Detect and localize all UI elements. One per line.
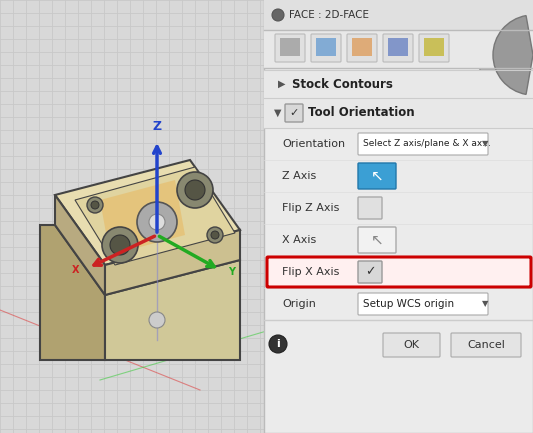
Polygon shape: [100, 180, 185, 255]
FancyBboxPatch shape: [419, 34, 449, 62]
Text: ▼: ▼: [482, 300, 489, 308]
Bar: [280, 38, 300, 56]
Circle shape: [91, 201, 99, 209]
Text: i: i: [276, 339, 280, 349]
Wedge shape: [493, 16, 533, 94]
Polygon shape: [105, 230, 240, 295]
Text: Y: Y: [229, 267, 236, 277]
Circle shape: [149, 312, 165, 328]
Text: Stock Contours: Stock Contours: [292, 78, 393, 90]
Text: ✓: ✓: [365, 265, 375, 278]
Circle shape: [185, 180, 205, 200]
FancyBboxPatch shape: [267, 257, 531, 287]
FancyBboxPatch shape: [358, 227, 396, 253]
Bar: [264, 70, 533, 98]
Text: Cancel: Cancel: [467, 340, 505, 350]
Polygon shape: [55, 160, 240, 265]
Text: Setup WCS origin: Setup WCS origin: [363, 299, 454, 309]
FancyBboxPatch shape: [358, 261, 382, 283]
Text: X: X: [72, 265, 80, 275]
Text: Tool Orientation: Tool Orientation: [308, 107, 415, 120]
FancyBboxPatch shape: [347, 34, 377, 62]
FancyBboxPatch shape: [383, 333, 440, 357]
Text: X Axis: X Axis: [282, 235, 316, 245]
Text: Select Z axis/plane & X ax...: Select Z axis/plane & X ax...: [363, 139, 491, 149]
Bar: [264, 98, 533, 128]
FancyBboxPatch shape: [451, 333, 521, 357]
Polygon shape: [105, 260, 240, 360]
Text: Z: Z: [152, 120, 161, 133]
FancyBboxPatch shape: [358, 197, 382, 219]
FancyBboxPatch shape: [358, 293, 488, 315]
FancyBboxPatch shape: [383, 34, 413, 62]
Bar: [316, 38, 336, 56]
Text: ▼: ▼: [274, 108, 281, 118]
Bar: [264, 0, 533, 30]
Circle shape: [110, 235, 130, 255]
Bar: [388, 38, 408, 56]
Circle shape: [207, 227, 223, 243]
Text: ▼: ▼: [482, 139, 489, 149]
Bar: [424, 38, 444, 56]
Circle shape: [211, 231, 219, 239]
Circle shape: [272, 9, 284, 21]
Circle shape: [149, 214, 165, 230]
Circle shape: [102, 227, 138, 263]
Text: ▶: ▶: [278, 79, 286, 89]
Text: Z Axis: Z Axis: [282, 171, 316, 181]
FancyBboxPatch shape: [358, 163, 396, 189]
Circle shape: [137, 202, 177, 242]
FancyBboxPatch shape: [285, 104, 303, 122]
Circle shape: [269, 335, 287, 353]
FancyBboxPatch shape: [275, 34, 305, 62]
Polygon shape: [40, 225, 105, 360]
Polygon shape: [75, 167, 235, 265]
Bar: [264, 0, 533, 433]
Circle shape: [87, 197, 103, 213]
Polygon shape: [55, 195, 105, 295]
Text: FACE : 2D-FACE: FACE : 2D-FACE: [289, 10, 369, 20]
Text: Orientation: Orientation: [282, 139, 345, 149]
Text: Flip Z Axis: Flip Z Axis: [282, 203, 340, 213]
Text: OK: OK: [403, 340, 419, 350]
Bar: [352, 38, 372, 56]
Bar: [264, 30, 533, 68]
FancyBboxPatch shape: [358, 133, 488, 155]
Text: ↖: ↖: [370, 233, 383, 248]
Wedge shape: [478, 1, 533, 109]
Text: ↖: ↖: [370, 168, 383, 184]
Text: Origin: Origin: [282, 299, 316, 309]
FancyBboxPatch shape: [311, 34, 341, 62]
Text: ✓: ✓: [289, 108, 298, 118]
Circle shape: [177, 172, 213, 208]
Text: Flip X Axis: Flip X Axis: [282, 267, 340, 277]
